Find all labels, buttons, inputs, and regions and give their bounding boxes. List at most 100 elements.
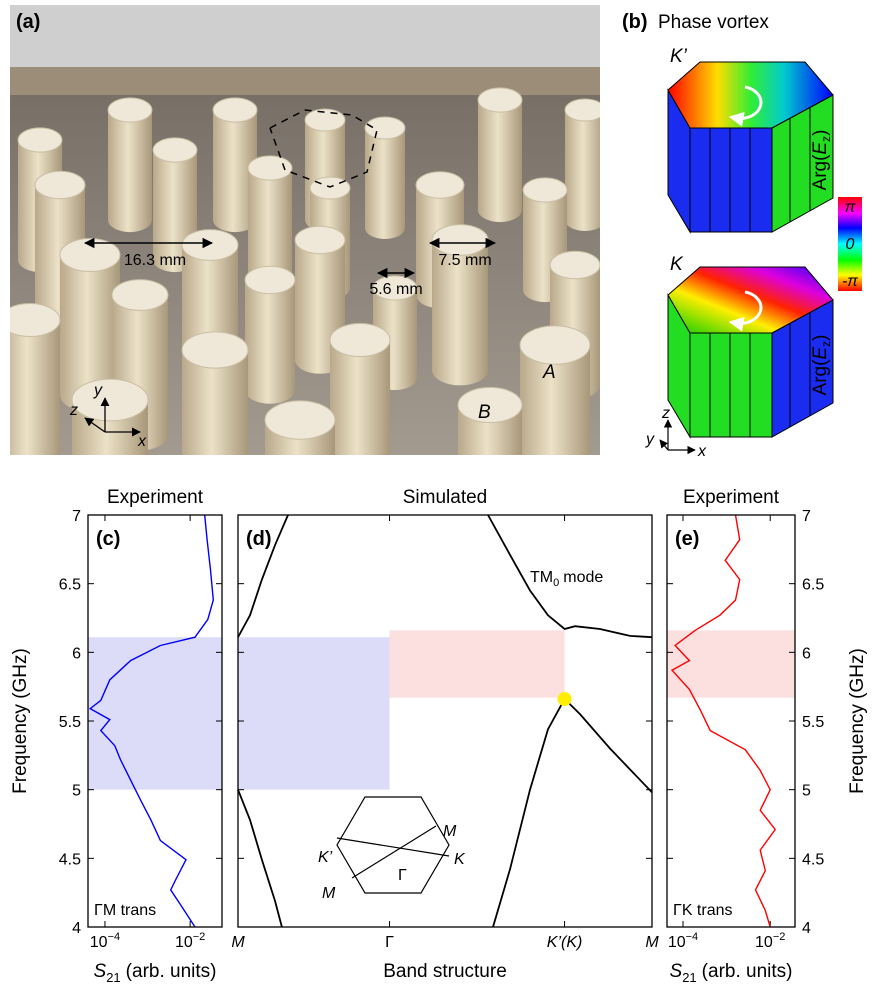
label-close: ) [810,335,831,341]
label-text: Arg( [810,359,831,396]
photo [0,5,605,494]
cylinder-top [565,99,605,121]
panel-title: Experiment [683,487,780,508]
label-sub: 21 [106,970,120,984]
shaded-band [88,637,222,789]
cylinder-body [108,110,152,232]
cylinder-top [213,98,257,122]
panel-label: (a) [16,11,40,33]
annotation: ΓM trans [94,902,156,919]
plot-area [667,515,795,927]
site-label: A [542,362,556,383]
y-tick-label: 4.5 [802,851,824,868]
x-tick-label: 10−4 [90,931,120,951]
axis-arrow [660,440,668,450]
cylinder-top [416,172,464,198]
tick-exponent: −2 [773,931,786,943]
label-symbol: E [810,347,831,360]
bz-label: K’ [318,849,333,866]
cylinder-top [330,324,390,357]
y-tick-label: 5.5 [802,714,824,731]
tick-exponent: −4 [686,931,699,943]
cylinder-top [182,332,248,368]
y-tick-label: 5 [802,783,811,800]
label-text: (arb. units) [126,961,217,982]
axis-letter: x [137,433,147,450]
cylinder-top [72,379,148,421]
y-axis-label: Frequency (GHz) [847,648,868,794]
cylinder-top [112,280,168,311]
x-tick-label: 10−2 [175,931,205,951]
colorbar-tick-label: π [845,199,856,216]
dimension-label: 16.3 mm [124,252,186,269]
axis-letter: y [93,382,103,399]
cylinder-top [248,156,292,180]
valley-label: K [670,254,684,275]
y-tick-label: 6 [802,645,811,662]
panel-label: (c) [96,528,120,550]
y-tick-label: 6 [72,645,81,662]
cylinder-body [182,350,248,488]
annotation-sub: 0 [553,577,559,589]
bz-label: Γ [398,867,407,884]
dimension-label: 7.5 mm [438,252,491,269]
cylinder-top [182,230,238,261]
panel-title: Experiment [107,487,204,508]
cylinder-top [550,251,600,279]
label-symbol: E [810,142,831,155]
site-label: B [478,402,491,423]
colorbar-tick-label: 0 [846,236,855,253]
x-tick-label: M [645,934,659,951]
label-text: Arg( [810,154,831,191]
tick-exponent: −4 [108,931,121,943]
cylinder-top [432,225,488,256]
cylinder-top [523,178,567,202]
label-close: ) [810,130,831,136]
cylinder-body [565,110,605,231]
x-axis-label: S21(arb. units) [94,961,217,984]
cylinder-body [365,128,405,239]
annotation-suffix: mode [563,569,603,586]
cylinder-top [0,304,60,337]
cylinder-top [295,226,345,254]
annotation: ΓK trans [673,902,733,919]
cylinder-top [108,98,152,122]
cylinder-top [35,171,85,199]
cylinder-body [245,280,295,404]
panel-label: (e) [675,528,699,550]
x-tick-label: 10−4 [668,931,698,951]
shaded-band [667,630,795,697]
tick-base: 10 [175,934,193,951]
axis-letter: z [69,402,78,419]
y-tick-label: 5.5 [59,714,81,731]
cylinder-top [365,117,405,139]
tick-exponent: −2 [193,931,206,943]
annotation-text: TM [530,569,553,586]
axis-letter: x [697,443,707,460]
panel-label: (d) [246,528,272,550]
x-axis-label: Band structure [383,961,507,982]
prism-face [690,333,772,437]
highlight-point [558,692,572,706]
cylinder-top [305,109,345,131]
axis-letter: z [661,405,670,422]
shaded-band [390,630,565,697]
label-symbol: S [670,961,683,982]
figure: (a) 16.3 mm 7.5 mm 5.6 mm A B x y z (b) … [0,0,875,984]
x-tick-label: Γ [385,934,394,951]
y-tick-label: 4 [802,920,811,937]
cylinder-top [520,326,590,365]
panel-title: Phase vortex [658,12,769,33]
bz-label: M [443,823,457,840]
cylinder-top [478,88,522,112]
cylinder-body [330,340,390,477]
photo-wall [10,5,600,67]
dimension-label: 5.6 mm [369,281,422,298]
cylinder-top [153,138,197,162]
tick-base: 10 [668,934,686,951]
label-text: (arb. units) [702,961,793,982]
shaded-band [238,637,390,789]
cylinder-body [0,320,60,467]
bz-label: M [322,885,336,902]
bz-label: K [454,851,466,868]
